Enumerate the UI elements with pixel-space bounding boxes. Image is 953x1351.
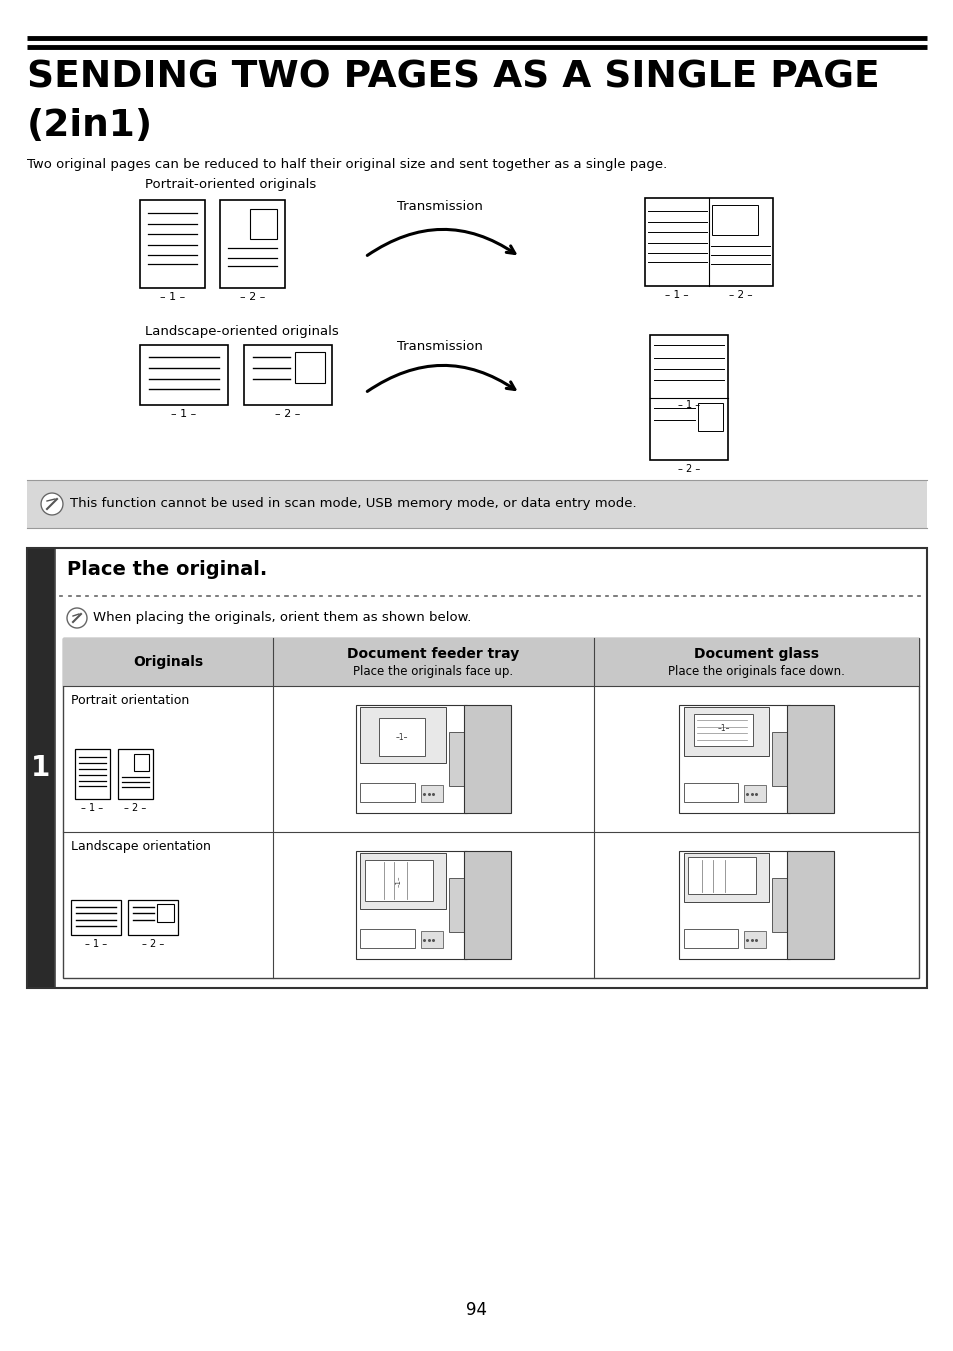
Bar: [464, 851, 510, 959]
Text: – 1 –: – 1 –: [81, 802, 104, 813]
Bar: [679, 851, 790, 959]
Text: (2in1): (2in1): [27, 108, 153, 145]
Bar: [365, 859, 433, 901]
Bar: [355, 705, 467, 813]
Circle shape: [67, 608, 87, 628]
Bar: [786, 851, 833, 959]
Bar: [63, 638, 918, 686]
Bar: [128, 900, 178, 935]
Bar: [355, 851, 467, 959]
Bar: [55, 549, 926, 988]
Bar: [682, 707, 768, 755]
Text: Landscape orientation: Landscape orientation: [71, 840, 211, 852]
Bar: [743, 785, 765, 802]
Text: Transmission: Transmission: [396, 340, 482, 353]
Text: Originals: Originals: [132, 655, 203, 669]
Bar: [360, 928, 415, 948]
Bar: [420, 931, 442, 948]
Bar: [786, 705, 833, 813]
Text: – 2 –: – 2 –: [728, 290, 752, 300]
Bar: [771, 732, 790, 786]
Bar: [220, 200, 285, 288]
Text: 94: 94: [466, 1301, 487, 1319]
Bar: [360, 707, 445, 763]
Text: 1: 1: [31, 754, 51, 782]
Bar: [697, 403, 721, 431]
Bar: [140, 345, 228, 405]
Bar: [244, 345, 332, 405]
Text: Place the originals face up.: Place the originals face up.: [353, 666, 513, 678]
Text: – 2 –: – 2 –: [275, 409, 300, 419]
Text: Place the original.: Place the original.: [67, 561, 267, 580]
Text: – 1 –: – 1 –: [160, 292, 185, 303]
Bar: [360, 854, 445, 909]
Circle shape: [41, 493, 63, 515]
Text: – 2 –: – 2 –: [142, 939, 164, 948]
Text: – 1 –: – 1 –: [664, 290, 688, 300]
Text: – 1 –: – 1 –: [85, 939, 107, 948]
Bar: [27, 549, 926, 988]
Text: –1–: –1–: [717, 724, 729, 734]
Text: SENDING TWO PAGES AS A SINGLE PAGE: SENDING TWO PAGES AS A SINGLE PAGE: [27, 59, 879, 96]
Text: – 2 –: – 2 –: [678, 463, 700, 474]
Bar: [464, 705, 510, 813]
Bar: [63, 638, 918, 978]
Text: Two original pages can be reduced to half their original size and sent together : Two original pages can be reduced to hal…: [27, 158, 666, 172]
Bar: [27, 480, 926, 528]
Bar: [75, 748, 110, 798]
Bar: [679, 705, 790, 813]
Text: – 2 –: – 2 –: [239, 292, 265, 303]
Text: Document glass: Document glass: [693, 647, 818, 661]
Bar: [743, 931, 765, 948]
Bar: [682, 782, 737, 802]
Text: – 2 –: – 2 –: [124, 802, 147, 813]
Bar: [682, 854, 768, 901]
Bar: [644, 199, 772, 286]
Text: Portrait orientation: Portrait orientation: [71, 694, 189, 707]
Text: – 1 –: – 1 –: [678, 400, 700, 411]
Bar: [118, 748, 152, 798]
Bar: [294, 353, 325, 384]
Bar: [133, 754, 149, 771]
Bar: [771, 878, 790, 932]
Bar: [378, 717, 425, 755]
Bar: [448, 732, 467, 786]
Bar: [694, 713, 753, 746]
Bar: [140, 200, 205, 288]
Bar: [687, 858, 756, 894]
Text: Transmission: Transmission: [396, 200, 482, 213]
Text: –1–: –1–: [395, 732, 408, 742]
Bar: [420, 785, 442, 802]
Text: Portrait-oriented originals: Portrait-oriented originals: [145, 178, 315, 190]
Bar: [649, 335, 727, 459]
Bar: [682, 928, 737, 948]
Bar: [711, 205, 758, 235]
Text: When placing the originals, orient them as shown below.: When placing the originals, orient them …: [92, 612, 471, 624]
Text: This function cannot be used in scan mode, USB memory mode, or data entry mode.: This function cannot be used in scan mod…: [70, 497, 636, 511]
Text: Landscape-oriented originals: Landscape-oriented originals: [145, 326, 338, 338]
Text: Place the originals face down.: Place the originals face down.: [667, 666, 844, 678]
Text: Document feeder tray: Document feeder tray: [347, 647, 518, 661]
Text: –1–: –1–: [395, 875, 402, 888]
Bar: [360, 782, 415, 802]
Bar: [250, 209, 276, 239]
Bar: [71, 900, 121, 935]
Bar: [157, 904, 173, 923]
Bar: [448, 878, 467, 932]
Bar: [27, 549, 55, 988]
Text: – 1 –: – 1 –: [172, 409, 196, 419]
